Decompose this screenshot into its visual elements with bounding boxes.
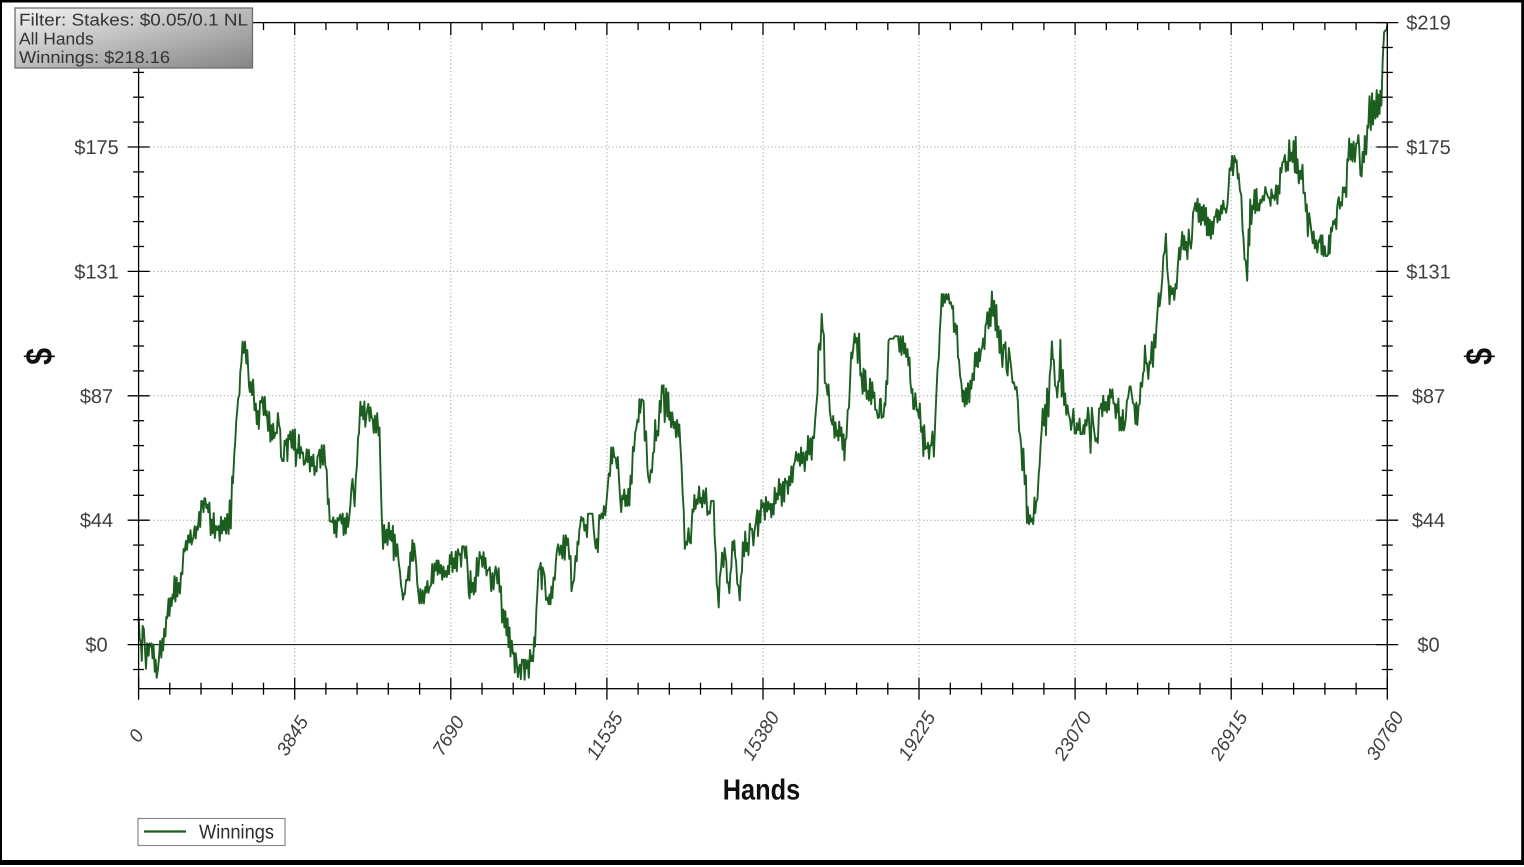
svg-text:$87: $87 [80,386,113,408]
svg-text:Filter: Stakes: $0.05/0.1 NL: Filter: Stakes: $0.05/0.1 NL [19,11,248,30]
svg-text:Winnings: $218.16: Winnings: $218.16 [19,48,170,67]
svg-text:$131: $131 [74,261,119,283]
svg-text:$: $ [1459,348,1501,365]
svg-text:$0: $0 [85,635,107,657]
svg-text:Hands: Hands [723,775,801,807]
svg-text:$0: $0 [1417,635,1439,657]
svg-text:$131: $131 [1406,261,1451,283]
svg-text:$: $ [19,348,61,365]
svg-text:$44: $44 [80,510,113,532]
svg-text:$219: $219 [1406,13,1451,35]
svg-text:$175: $175 [74,137,119,159]
svg-text:$175: $175 [1406,137,1451,159]
svg-text:All Hands: All Hands [19,29,94,48]
svg-text:$44: $44 [1412,510,1445,532]
svg-text:Winnings: Winnings [199,822,274,844]
svg-text:$87: $87 [1412,386,1445,408]
